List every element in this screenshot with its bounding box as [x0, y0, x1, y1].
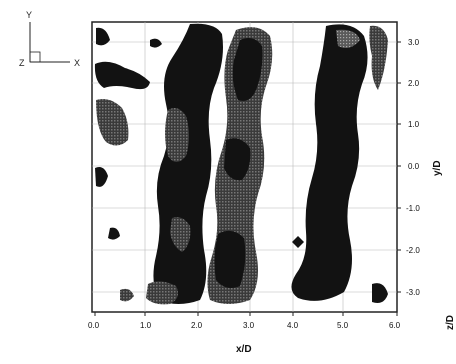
z-axis-title: z/D — [445, 315, 456, 330]
isosurface-structures — [94, 23, 388, 305]
y-tick-label: 1.0 — [408, 120, 420, 129]
y-tick-label: 2.0 — [408, 79, 420, 88]
x-tick-label: 2.0 — [191, 321, 203, 330]
structure-column-1-shade-low — [146, 281, 178, 305]
triad-z-label: Z — [19, 58, 25, 68]
y-tick-label: -3.0 — [406, 288, 420, 297]
x-axis-title: x/D — [236, 344, 252, 355]
structure-column-2-core-low — [214, 230, 246, 288]
structure-left-bottom — [120, 288, 134, 302]
x-tick-label: 0.0 — [88, 321, 100, 330]
y-tick-label: 0.0 — [408, 162, 420, 171]
structure-left-top-patch — [96, 27, 110, 46]
tick-marks — [94, 41, 401, 316]
x-tick-label: 6.0 — [389, 321, 401, 330]
structure-left-small — [150, 38, 162, 48]
x-axis-tick-labels: 0.0 1.0 2.0 3.0 4.0 5.0 6.0 — [88, 321, 401, 330]
structure-column-1-shade-mid — [170, 217, 191, 252]
y-tick-label: -2.0 — [406, 246, 420, 255]
x-tick-label: 3.0 — [243, 321, 255, 330]
y-axis-title: y/D — [432, 160, 443, 176]
structure-column-2-core-mid — [224, 138, 251, 181]
structure-right-low — [372, 283, 388, 303]
structure-left-low2 — [108, 227, 120, 240]
x-tick-label: 5.0 — [337, 321, 349, 330]
x-tick-label: 1.0 — [140, 321, 152, 330]
structure-left-top — [94, 61, 150, 90]
y-axis-tick-labels: 3.0 2.0 1.0 0.0 -1.0 -2.0 -3.0 — [406, 38, 420, 297]
y-tick-label: 3.0 — [408, 38, 420, 47]
structure-right-marker — [292, 236, 304, 248]
structure-column-3-shade — [336, 29, 360, 48]
triad-origin-box — [29, 51, 41, 63]
structure-right-top — [369, 25, 388, 90]
triad-y-label: Y — [26, 10, 32, 20]
structure-column-1-shade — [165, 108, 189, 162]
structure-column-2-core — [232, 38, 263, 101]
y-tick-label: -1.0 — [406, 204, 420, 213]
x-tick-label: 4.0 — [287, 321, 299, 330]
structure-column-3 — [291, 24, 368, 301]
structure-left-mid — [96, 99, 129, 146]
triad-x-label: X — [74, 58, 80, 68]
axis-triad: Y X Z — [19, 10, 80, 68]
structure-left-low — [95, 167, 108, 187]
